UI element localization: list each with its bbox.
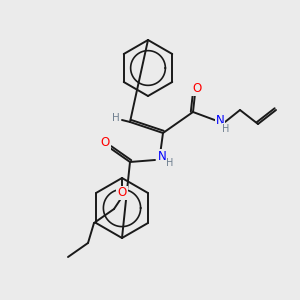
Text: O: O <box>117 187 127 200</box>
Text: N: N <box>158 149 166 163</box>
Text: H: H <box>222 124 230 134</box>
Text: O: O <box>100 136 109 149</box>
Text: O: O <box>192 82 202 95</box>
Text: H: H <box>166 158 174 168</box>
Text: H: H <box>112 113 120 123</box>
Text: N: N <box>216 113 224 127</box>
